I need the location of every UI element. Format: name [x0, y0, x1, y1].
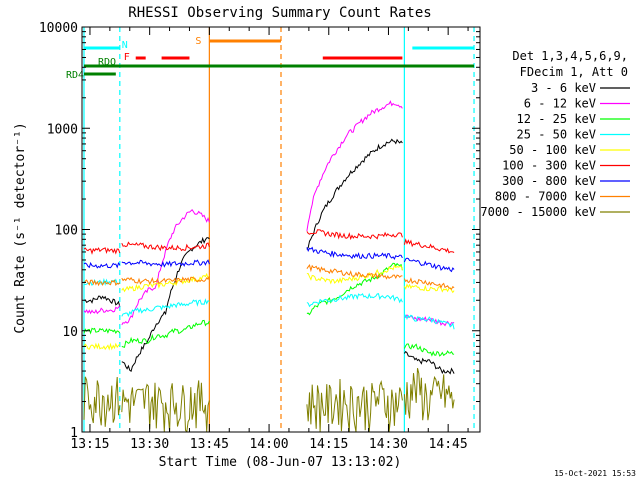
legend-label-7000-15000-kev: 7000 - 15000 keV	[480, 205, 596, 219]
y-tick-label-10: 10	[62, 325, 78, 340]
flag-label-rdo: RDO	[98, 57, 116, 68]
y-tick-label-1000: 1000	[47, 122, 78, 137]
vertical-markers	[83, 27, 475, 432]
flag-label-f: F	[124, 52, 130, 63]
y-axis-label: Count Rate (s⁻¹ detector⁻¹)	[13, 122, 28, 333]
x-tick-label-13-45: 13:45	[190, 437, 229, 452]
flag-lines: RD4 RDO NF S	[66, 36, 475, 81]
axes: 13:15 13:30 13:45 14:00 14:15 14:30 14:45 1 10 10…	[39, 21, 481, 452]
legend-label-6-12-kev: 6 - 12 keV	[524, 97, 596, 111]
x-tick-label-14-45: 14:45	[429, 437, 468, 452]
legend-label-300-800-kev: 300 - 800 keV	[502, 174, 596, 188]
series-line-12-25-kev	[83, 262, 455, 357]
legend-label-100-300-kev: 100 - 300 keV	[502, 159, 596, 173]
legend-label-50-100-kev: 50 - 100 keV	[509, 143, 596, 157]
series-line-100-300-kev	[83, 229, 455, 255]
x-tick-label-14-00: 14:00	[249, 437, 288, 452]
x-tick-label-14-15: 14:15	[309, 437, 348, 452]
legend-label-25-50-kev: 25 - 50 keV	[517, 128, 596, 142]
y-tick-label-100: 100	[55, 224, 78, 239]
chart-title: RHESSI Observing Summary Count Rates	[128, 5, 431, 21]
y-tick-label-10000: 10000	[39, 21, 78, 36]
legend-header-line-2: FDecim 1, Att 0	[520, 65, 628, 79]
x-tick-label-14-30: 14:30	[369, 437, 408, 452]
render-timestamp: 15-Oct-2021 15:53	[554, 469, 636, 478]
series-line-6-12-kev	[83, 100, 455, 327]
legend-label-3-6-kev: 3 - 6 keV	[531, 81, 596, 95]
x-tick-label-13-15: 13:15	[70, 437, 109, 452]
legend-label-12-25-kev: 12 - 25 keV	[517, 112, 596, 126]
series-line-7000-15000-kev	[83, 367, 455, 432]
series-line-50-100-kev	[83, 264, 455, 351]
flag-label-s: S	[195, 36, 201, 47]
legend-header-line-1: Det 1,3,4,5,6,9,	[512, 49, 628, 63]
x-axis-label: Start Time (08-Jun-07 13:13:02)	[159, 455, 402, 470]
x-tick-label-13-30: 13:30	[130, 437, 169, 452]
flag-label-n: N	[122, 40, 128, 51]
series-line-300-800-kev	[83, 246, 455, 273]
series-line-3-6-kev	[83, 138, 455, 375]
y-tick-label-1: 1	[70, 426, 78, 441]
series-line-800-7000-kev	[83, 263, 455, 290]
legend-label-800-7000-kev: 800 - 7000 keV	[495, 190, 596, 204]
flag-label-rd4: RD4	[66, 70, 84, 81]
series-lines	[83, 100, 455, 432]
